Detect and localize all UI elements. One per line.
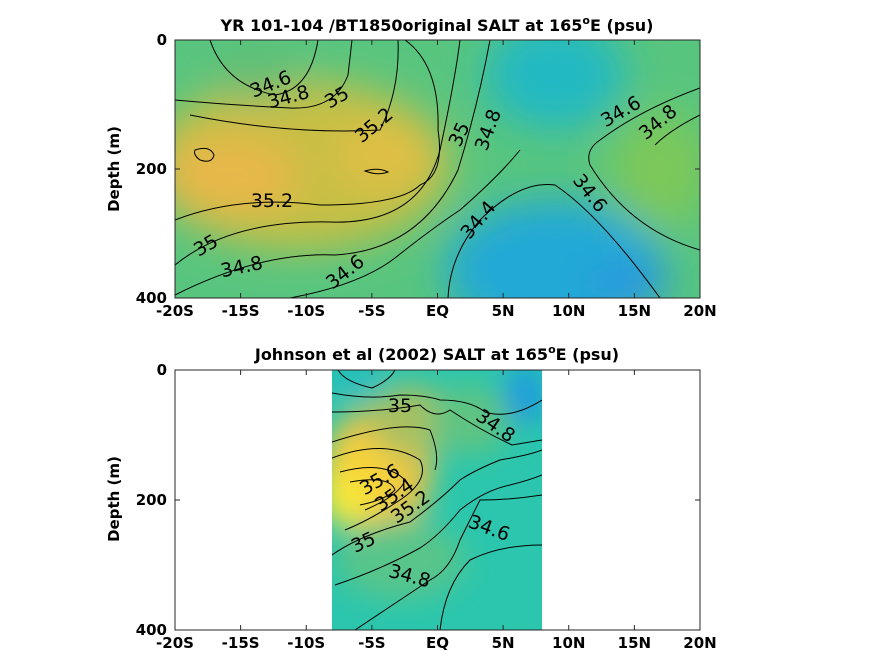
bottom-x-tick-label: 15N — [618, 634, 651, 652]
top-y-tick-label: 0 — [157, 31, 167, 49]
bottom-x-tick-label: -15S — [222, 634, 260, 652]
top-x-tick-label: 15N — [618, 302, 651, 320]
bottom-title: Johnson et al (2002) SALT at 165oE (psu) — [254, 343, 619, 364]
contour-label: 35 — [388, 395, 412, 417]
contour-label: 35.2 — [251, 190, 293, 212]
bottom-heatmap — [332, 370, 542, 630]
top-x-tick-label: 10N — [552, 302, 585, 320]
top-heatmap — [175, 40, 700, 298]
bottom-y-tick-label: 0 — [157, 361, 167, 379]
bottom-panel: Johnson et al (2002) SALT at 165oE (psu) — [105, 343, 717, 652]
top-x-tick-label: -15S — [222, 302, 260, 320]
top-x-tick-label: -20S — [156, 302, 194, 320]
top-x-tick-label: EQ — [426, 302, 449, 320]
bottom-x-tick-label: -5S — [358, 634, 385, 652]
top-x-tick-label: -10S — [287, 302, 325, 320]
bottom-y-tick-label: 200 — [136, 491, 167, 509]
top-x-tick-label: 5N — [492, 302, 515, 320]
top-x-tick-label: -5S — [358, 302, 385, 320]
bottom-y-tick-label: 400 — [136, 621, 167, 639]
top-axis-ticks: -20S -15S -10S -5S EQ 5N 10N 15N 20N 0 200 400 — [136, 31, 717, 320]
top-contours — [175, 40, 700, 298]
bottom-y-axis-label: Depth (m) — [105, 456, 123, 542]
top-x-tick-label: 20N — [683, 302, 716, 320]
bottom-contours — [332, 370, 542, 630]
top-y-tick-label: 400 — [136, 289, 167, 307]
top-title: YR 101-104 /BT1850original SALT at 165oE… — [220, 14, 654, 35]
bottom-x-tick-label: EQ — [426, 634, 449, 652]
bottom-x-tick-label: -20S — [156, 634, 194, 652]
top-panel: YR 101-104 /BT1850original SALT at 165oE… — [105, 14, 717, 320]
bottom-x-tick-label: -10S — [287, 634, 325, 652]
bottom-axis-ticks: -20S -15S -10S -5S EQ 5N 10N 15N 20N 0 200 400 — [136, 361, 717, 652]
top-y-axis-label: Depth (m) — [105, 126, 123, 212]
top-y-tick-label: 200 — [136, 160, 167, 178]
bottom-x-tick-label: 20N — [683, 634, 716, 652]
bottom-x-tick-label: 10N — [552, 634, 585, 652]
bottom-x-tick-label: 5N — [492, 634, 515, 652]
